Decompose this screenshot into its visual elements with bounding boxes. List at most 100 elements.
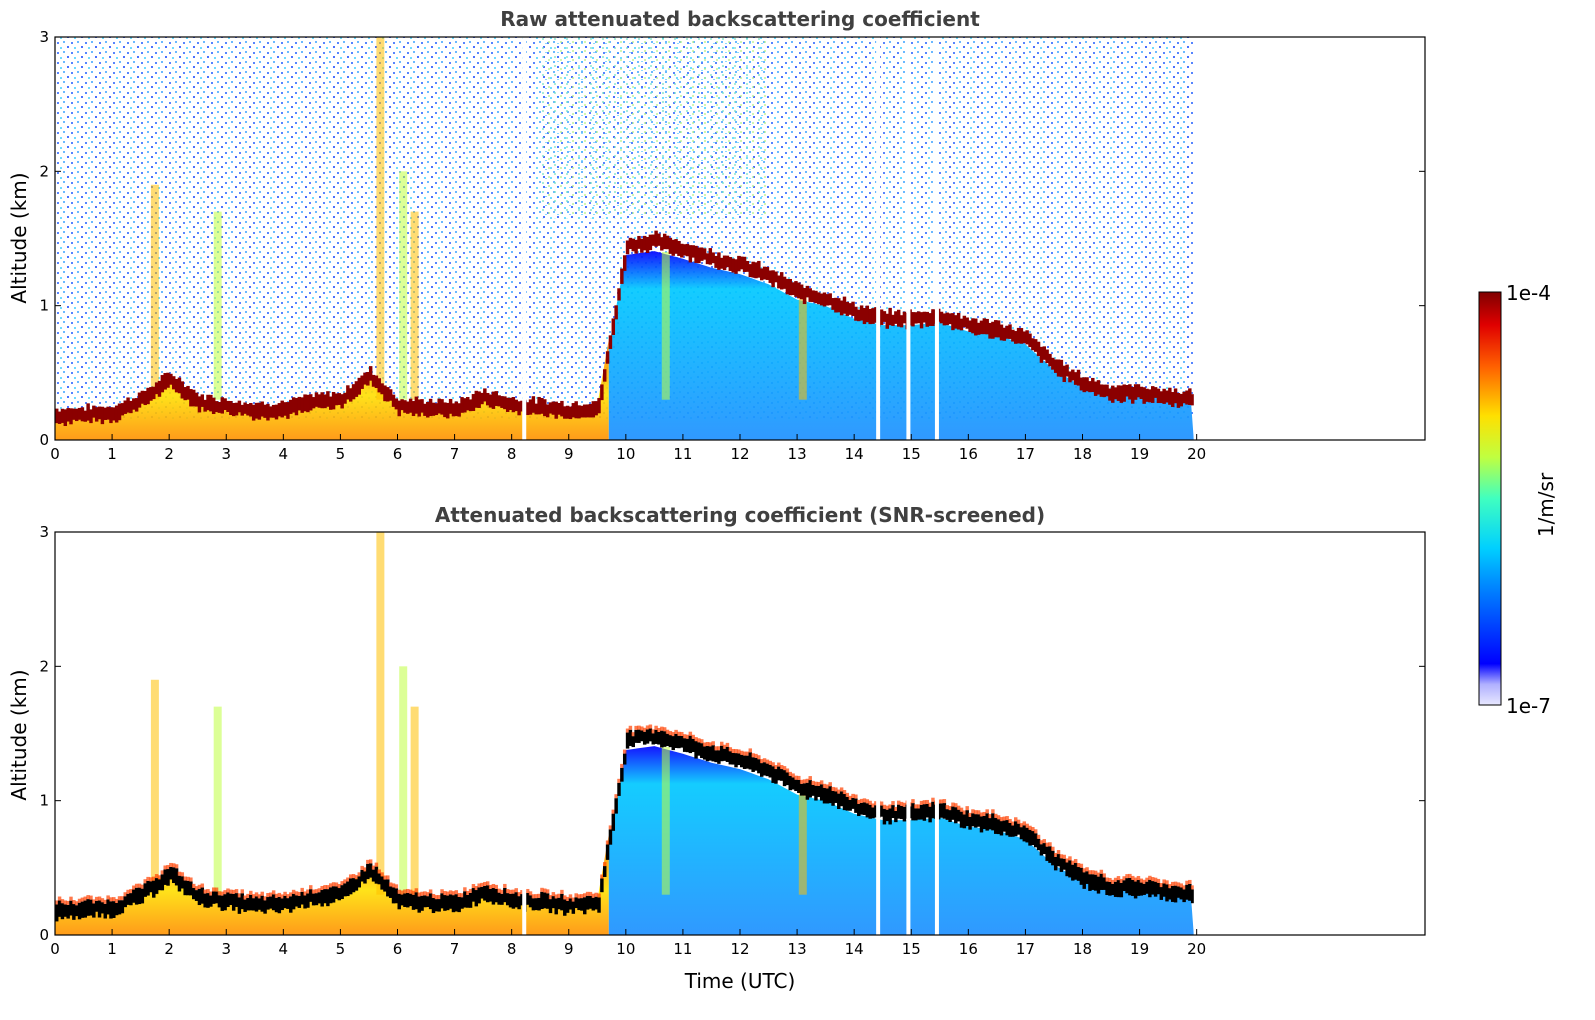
layer-segment [511,397,516,413]
layer-edge [668,731,673,736]
low-aerosol-layer [55,340,609,440]
layer-edge [814,781,818,786]
layer-segment [808,780,812,798]
layer-segment [505,397,510,412]
layer-segment [1113,387,1118,400]
layer-segment [965,317,969,329]
layer-segment [289,399,293,414]
layer-edge [854,794,858,799]
layer-edge [414,888,419,893]
layer-segment [954,315,958,329]
layer-edge [631,732,635,737]
layer-edge [391,883,396,888]
layer-segment [274,404,279,420]
layer-edge [69,896,73,901]
layer-segment [1088,874,1092,891]
layer-edge [503,883,507,888]
layer-edge [797,775,801,780]
layer-edge [563,895,567,900]
layer-edge [485,881,490,886]
layer-segment [996,320,1001,338]
layer-segment [879,805,884,817]
layer-edge [531,894,536,899]
layer-segment [420,399,424,413]
layer-edge [782,766,787,771]
layer-segment [674,239,678,254]
layer-segment [143,390,147,406]
x-tick-label: 19 [1130,445,1149,463]
layer-edge [1028,825,1032,830]
layer-segment [186,880,190,896]
snr-screened-panel: Attenuated backscattering coefficient (S… [7,503,1426,993]
layer-segment [60,903,65,920]
layer-segment [680,735,684,748]
layer-edge [451,891,456,896]
layer-segment [234,402,239,416]
layer-edge [66,900,70,905]
layer-segment [86,899,90,916]
layer-segment [1073,863,1078,880]
layer-edge [314,889,319,894]
layer-edge [494,884,498,889]
layer-segment [711,252,715,264]
layer-segment [677,735,681,749]
layer-segment [503,396,507,410]
layer-segment [779,769,784,781]
layer-segment [143,883,147,897]
layer-edge [477,883,481,888]
layer-segment [828,786,832,804]
layer-edge [263,896,267,901]
layer-edge [771,762,775,767]
layer-segment [63,904,68,917]
layer-segment [160,874,165,891]
layer-segment [976,814,981,827]
layer-segment [460,397,464,413]
layer-segment [754,757,758,771]
layer-edge [600,874,604,879]
layer-edge [323,885,327,890]
layer-segment [891,805,895,819]
layer-edge [974,810,978,815]
layer-segment [919,312,924,329]
layer-segment [697,247,701,264]
layer-edge [94,896,99,901]
layer-edge [671,732,675,737]
layer-edge [951,802,955,807]
layer-segment [217,402,222,413]
layer-segment [737,255,741,272]
layer-edge [329,883,333,888]
layer-edge [1173,881,1178,886]
layer-segment [437,398,441,414]
layer-segment [206,394,210,411]
layer-segment [557,897,561,910]
layer-segment [637,729,641,743]
layer-edge [511,889,516,894]
layer-segment [951,313,955,331]
layer-segment [571,403,576,418]
layer-edge [1145,877,1149,882]
layer-segment [563,899,567,916]
layer-edge [377,869,381,874]
layer-segment [911,803,915,821]
layer-edge [728,747,733,752]
layer-segment [640,730,644,742]
layer-segment [100,902,105,914]
layer-edge [745,751,750,756]
layer-edge [914,804,918,809]
layer-segment [357,876,361,888]
layer-segment [177,875,182,892]
layer-segment [466,397,470,411]
layer-segment [874,805,878,818]
layer-segment [180,876,185,889]
layer-segment [211,397,216,415]
layer-edge [857,799,861,804]
y-tick-label: 0 [39,431,49,449]
layer-segment [329,887,333,904]
layer-edge [837,789,841,794]
layer-edge [514,888,518,893]
layer-segment [888,808,892,825]
layer-segment [848,799,852,811]
layer-edge [169,862,173,867]
layer-segment [982,815,987,830]
layer-edge [1085,867,1089,872]
